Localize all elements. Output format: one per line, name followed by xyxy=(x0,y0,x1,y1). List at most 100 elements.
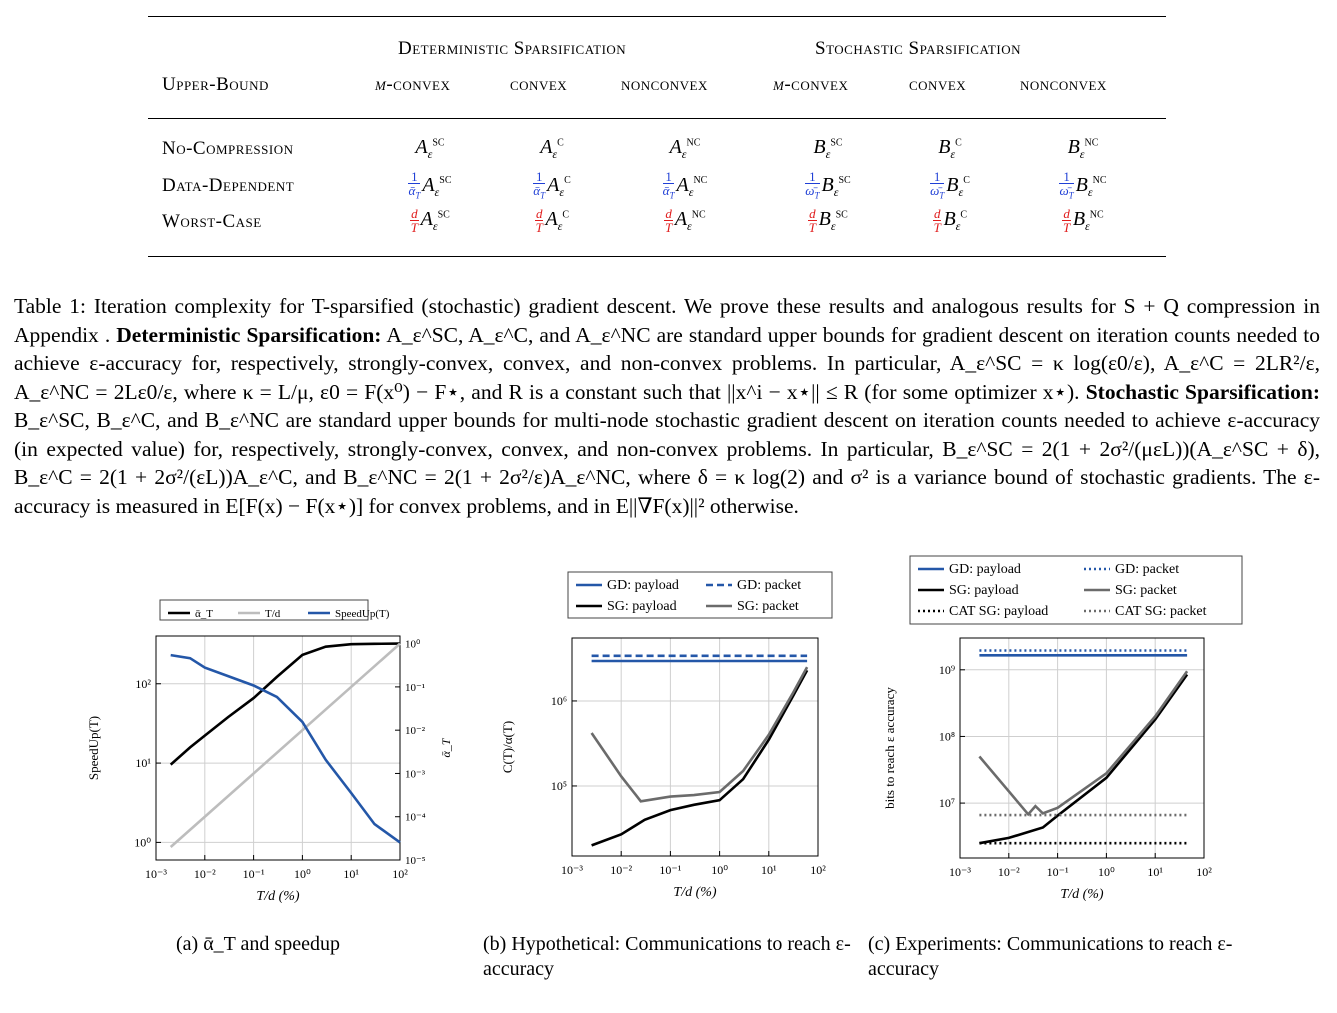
legend-label: SG: packet xyxy=(1115,583,1177,598)
table-cell: d T BεNC xyxy=(1062,206,1104,235)
x-axis-label: T/d (%) xyxy=(1060,887,1104,902)
y-axis-label: bits to reach ε accuracy xyxy=(882,687,897,809)
caption-sto-label: Stochastic Sparsification: xyxy=(1085,379,1320,404)
plot-frame xyxy=(155,635,401,861)
table-cell: 1 ω̄T BεC xyxy=(930,169,970,201)
x-tick-label: 10² xyxy=(1196,865,1212,879)
y2-tick-label: 10⁻¹ xyxy=(405,682,425,694)
table-cell: d T AεNC xyxy=(664,206,706,235)
col-header-sto-convex: convex xyxy=(909,74,967,95)
col-header-det-muconvex: μ-convex xyxy=(375,74,451,95)
col-header-det-nonconvex: nonconvex xyxy=(621,74,708,95)
x-tick-label: 10⁻² xyxy=(610,863,632,877)
table-cell: AεC xyxy=(540,136,564,161)
y-axis-label: SpeedUp(T) xyxy=(86,716,101,780)
series-line xyxy=(169,642,401,848)
row-label-data-dependent: Data-Dependent xyxy=(162,175,295,196)
legend-label: T/d xyxy=(265,608,281,620)
x-tick-label: 10² xyxy=(392,867,408,881)
x-tick-label: 10⁻³ xyxy=(949,865,971,879)
col-header-det-convex: convex xyxy=(510,74,568,95)
legend-label: GD: packet xyxy=(1115,562,1179,577)
row-label-no-compression: No-Compression xyxy=(162,138,294,159)
table-mid-rule xyxy=(148,118,1166,119)
y-axis-label: C(T)/α(T) xyxy=(500,721,515,773)
series-line xyxy=(170,653,401,844)
corner-label: Upper-Bound xyxy=(162,74,269,95)
caption-det-label: Deterministic Sparsification: xyxy=(116,322,382,347)
y-tick-label: 10⁸ xyxy=(939,729,955,743)
y-tick-label: 10⁶ xyxy=(551,694,567,708)
table-cell: d T BεSC xyxy=(808,206,848,235)
table-top-rule xyxy=(148,16,1166,18)
table-cell: 1 ᾱT AεNC xyxy=(662,169,708,201)
table-cell: d T AεC xyxy=(534,206,570,235)
table-cell: AεNC xyxy=(669,136,701,161)
legend-label: CAT SG: payload xyxy=(949,604,1048,619)
table-cell: 1 ᾱT AεSC xyxy=(408,169,452,201)
series-line xyxy=(590,666,809,803)
table-cell: 1 ᾱT AεC xyxy=(533,169,571,201)
table-cell: BεC xyxy=(938,136,962,161)
figure-a-speedup-chart: 10⁻³ 10⁻² 10⁻¹ 10⁰ 10¹ 10² 10⁰ 10¹ 10² 10⁰ 10⁻¹ 10⁻… xyxy=(86,599,453,904)
figure-c-experiments-chart: 10⁻³ 10⁻² 10⁻¹ 10⁰ 10¹ 10² 10⁷ 10⁸ 10⁹ T/d (%) bit… xyxy=(882,555,1243,902)
y2-axis-label: ᾱ_T xyxy=(439,737,453,757)
legend-label: ᾱ_T xyxy=(195,608,213,620)
x-tick-label: 10⁰ xyxy=(294,867,311,881)
series-line xyxy=(979,673,1189,845)
y2-tick-label: 10⁻⁵ xyxy=(405,855,426,867)
y-tick-label: 10¹ xyxy=(135,756,151,770)
table-cell: BεSC xyxy=(813,136,843,161)
group-header-stochastic: Stochastic Sparsification xyxy=(815,38,1021,59)
row-label-worst-case: Worst-Case xyxy=(162,211,262,232)
x-tick-label: 10¹ xyxy=(761,863,777,877)
y-tick-label: 10⁷ xyxy=(939,796,955,810)
legend-label: GD: packet xyxy=(737,578,801,593)
x-tick-label: 10⁻³ xyxy=(561,863,583,877)
legend-box xyxy=(159,599,369,621)
x-axis-label: T/d (%) xyxy=(673,885,717,900)
x-tick-label: 10⁻² xyxy=(194,867,216,881)
y2-tick-label: 10⁰ xyxy=(405,639,421,651)
legend-label: GD: payload xyxy=(949,562,1021,577)
table-cell: BεNC xyxy=(1067,136,1099,161)
y2-tick-label: 10⁻³ xyxy=(405,768,426,780)
series-line xyxy=(591,669,809,847)
x-tick-label: 10⁻¹ xyxy=(243,867,265,881)
y-tick-label: 10⁵ xyxy=(551,779,567,793)
legend-label: SpeedUp(T) xyxy=(335,608,390,620)
legend-box xyxy=(567,571,833,619)
x-tick-label: 10⁻¹ xyxy=(659,863,681,877)
table-cell: 1 ω̄T BεSC xyxy=(805,169,851,201)
table-cell: AεSC xyxy=(415,136,445,161)
x-tick-label: 10¹ xyxy=(1147,865,1163,879)
plot-frame xyxy=(959,637,1205,859)
x-tick-label: 10² xyxy=(810,863,826,877)
legend-label: SG: payload xyxy=(607,599,677,614)
x-tick-label: 10⁻¹ xyxy=(1047,865,1069,879)
legend-label: CAT SG: packet xyxy=(1115,604,1207,619)
x-tick-label: 10⁰ xyxy=(1098,865,1115,879)
subcaption-a: (a) ᾱ_T and speedup xyxy=(176,933,340,955)
y2-tick-label: 10⁻⁴ xyxy=(405,812,426,824)
y-tick-label: 10⁹ xyxy=(939,663,955,677)
y-tick-label: 10² xyxy=(135,677,151,691)
legend-box xyxy=(909,555,1243,625)
x-tick-label: 10⁻³ xyxy=(145,867,167,881)
table-cell: d T AεSC xyxy=(410,206,450,235)
table-caption: Table 1: Iteration complexity for T-spar… xyxy=(14,292,1320,520)
x-tick-label: 10¹ xyxy=(343,867,359,881)
legend-label: GD: payload xyxy=(607,578,679,593)
series-line xyxy=(978,670,1189,817)
x-axis-label: T/d (%) xyxy=(256,889,300,904)
caption-det-text: A_ε^SC, A_ε^C, and A_ε^NC are standard u… xyxy=(14,322,1321,404)
col-header-sto-nonconvex: nonconvex xyxy=(1020,74,1107,95)
table-bottom-rule xyxy=(148,256,1166,258)
caption-prefix: Table 1: Iteration complexity for T-spar… xyxy=(14,294,1320,347)
x-tick-label: 10⁻² xyxy=(998,865,1020,879)
col-header-sto-muconvex: μ-convex xyxy=(773,74,849,95)
group-header-deterministic: Deterministic Sparsification xyxy=(398,38,627,59)
caption-sto-text: B_ε^SC, B_ε^C, and B_ε^NC are standard u… xyxy=(14,408,1320,518)
legend-label: SG: packet xyxy=(737,599,799,614)
subcaption-c: (c) Experiments: Communications to reach… xyxy=(868,933,1233,980)
